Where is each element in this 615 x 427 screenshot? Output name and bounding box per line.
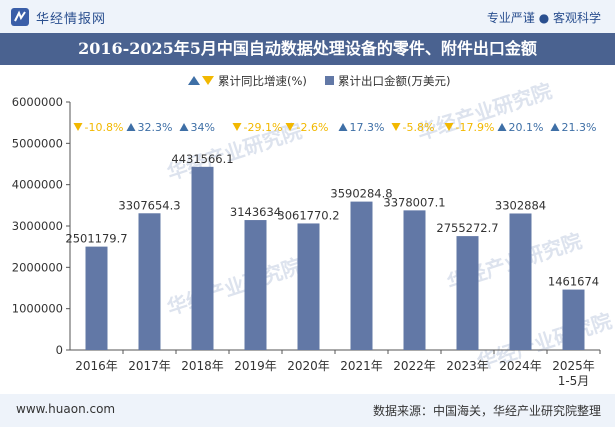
growth-value-label: -29.1% <box>244 121 283 134</box>
bar-value-label: 3061770.2 <box>277 208 339 222</box>
bar-value-label: 4431566.1 <box>171 152 233 166</box>
bar <box>509 213 532 350</box>
x-tick-label: 2020年 <box>287 359 330 373</box>
brand-name: 华经情报网 <box>36 11 107 27</box>
bar <box>456 236 479 350</box>
growth-up-triangle-icon <box>179 123 189 131</box>
bar <box>350 201 373 350</box>
footer-bar: www.huaon.com 数据来源：中国海关，华经产业研究院整理 <box>0 394 615 427</box>
data-source: 数据来源：中国海关，华经产业研究院整理 <box>372 404 601 418</box>
growth-value-label: -5.8% <box>403 121 435 134</box>
tagline: 专业严谨 ● 客观科学 <box>486 11 601 25</box>
growth-value-label: 32.3% <box>138 121 173 134</box>
bar <box>85 246 108 350</box>
growth-down-triangle-icon <box>73 123 83 131</box>
chart-canvas: 华经产业研究院华经产业研究院华经产业研究院华经产业研究院华经产业研究院累计同比增… <box>12 74 615 388</box>
y-tick-label: 6000000 <box>12 95 63 109</box>
bar <box>138 213 161 350</box>
growth-down-triangle-icon <box>391 123 401 131</box>
growth-value-label: -10.8% <box>85 121 124 134</box>
x-tick-label: 2016年 <box>75 359 118 373</box>
bar-value-label: 2501179.7 <box>65 232 127 246</box>
legend-amount-label: 累计出口金额(万美元) <box>338 74 450 88</box>
bar-value-label: 3143634 <box>230 205 281 219</box>
legend-down-triangle-icon <box>202 76 214 85</box>
bar-value-label: 1461674 <box>548 275 599 289</box>
legend-up-triangle-icon <box>188 76 200 85</box>
x-tick-label: 2024年 <box>499 359 542 373</box>
bar-value-label: 3307654.3 <box>118 198 180 212</box>
x-tick-label: 2025年 1-5月 <box>552 359 595 388</box>
logo-icon <box>11 8 29 26</box>
bar-value-label: 3590284.8 <box>330 187 392 201</box>
bar-value-label: 2755272.7 <box>436 221 498 235</box>
growth-up-triangle-icon <box>126 123 136 131</box>
growth-value-label: 34% <box>191 121 215 134</box>
watermark-text-1: 华经产业研究院 <box>414 79 555 145</box>
x-tick-label: 2019年 <box>234 359 277 373</box>
watermark-text-2: 华经产业研究院 <box>164 254 305 320</box>
x-tick-label: 2023年 <box>446 359 489 373</box>
legend-bar-swatch <box>325 76 334 85</box>
y-tick-label: 1000000 <box>12 302 63 316</box>
bar <box>297 223 320 350</box>
growth-value-label: 17.3% <box>350 121 385 134</box>
site-url[interactable]: www.huaon.com <box>16 402 116 416</box>
growth-value-label: -2.6% <box>297 121 329 134</box>
bar <box>403 210 426 350</box>
growth-down-triangle-icon <box>444 123 454 131</box>
x-tick-label: 2017年 <box>128 359 171 373</box>
y-tick-label: 3000000 <box>12 219 63 233</box>
bar-value-label: 3378007.1 <box>383 195 445 209</box>
growth-value-label: 21.3% <box>562 121 597 134</box>
y-tick-label: 2000000 <box>12 260 63 274</box>
growth-down-triangle-icon <box>285 123 295 131</box>
growth-value-label: -17.9% <box>456 121 495 134</box>
y-tick-label: 0 <box>56 343 63 357</box>
bar <box>244 220 267 350</box>
growth-up-triangle-icon <box>338 123 348 131</box>
growth-up-triangle-icon <box>550 123 560 131</box>
x-tick-label: 2018年 <box>181 359 224 373</box>
bar <box>562 289 585 350</box>
legend-growth-label: 累计同比增速(%) <box>218 74 307 88</box>
growth-down-triangle-icon <box>232 123 242 131</box>
x-tick-label: 2021年 <box>340 359 383 373</box>
top-bar: 华经情报网 专业严谨 ● 客观科学 <box>0 0 615 33</box>
bar-value-label: 3302884 <box>495 198 546 212</box>
brand-logo[interactable]: 华经情报网 <box>10 7 106 27</box>
y-tick-label: 4000000 <box>12 178 63 192</box>
bar <box>191 166 214 350</box>
chart-title: 2016-2025年5月中国自动数据处理设备的零件、附件出口金额 <box>0 33 615 65</box>
y-tick-label: 5000000 <box>12 136 63 150</box>
x-tick-label: 2022年 <box>393 359 436 373</box>
growth-value-label: 20.1% <box>509 121 544 134</box>
growth-up-triangle-icon <box>497 123 507 131</box>
